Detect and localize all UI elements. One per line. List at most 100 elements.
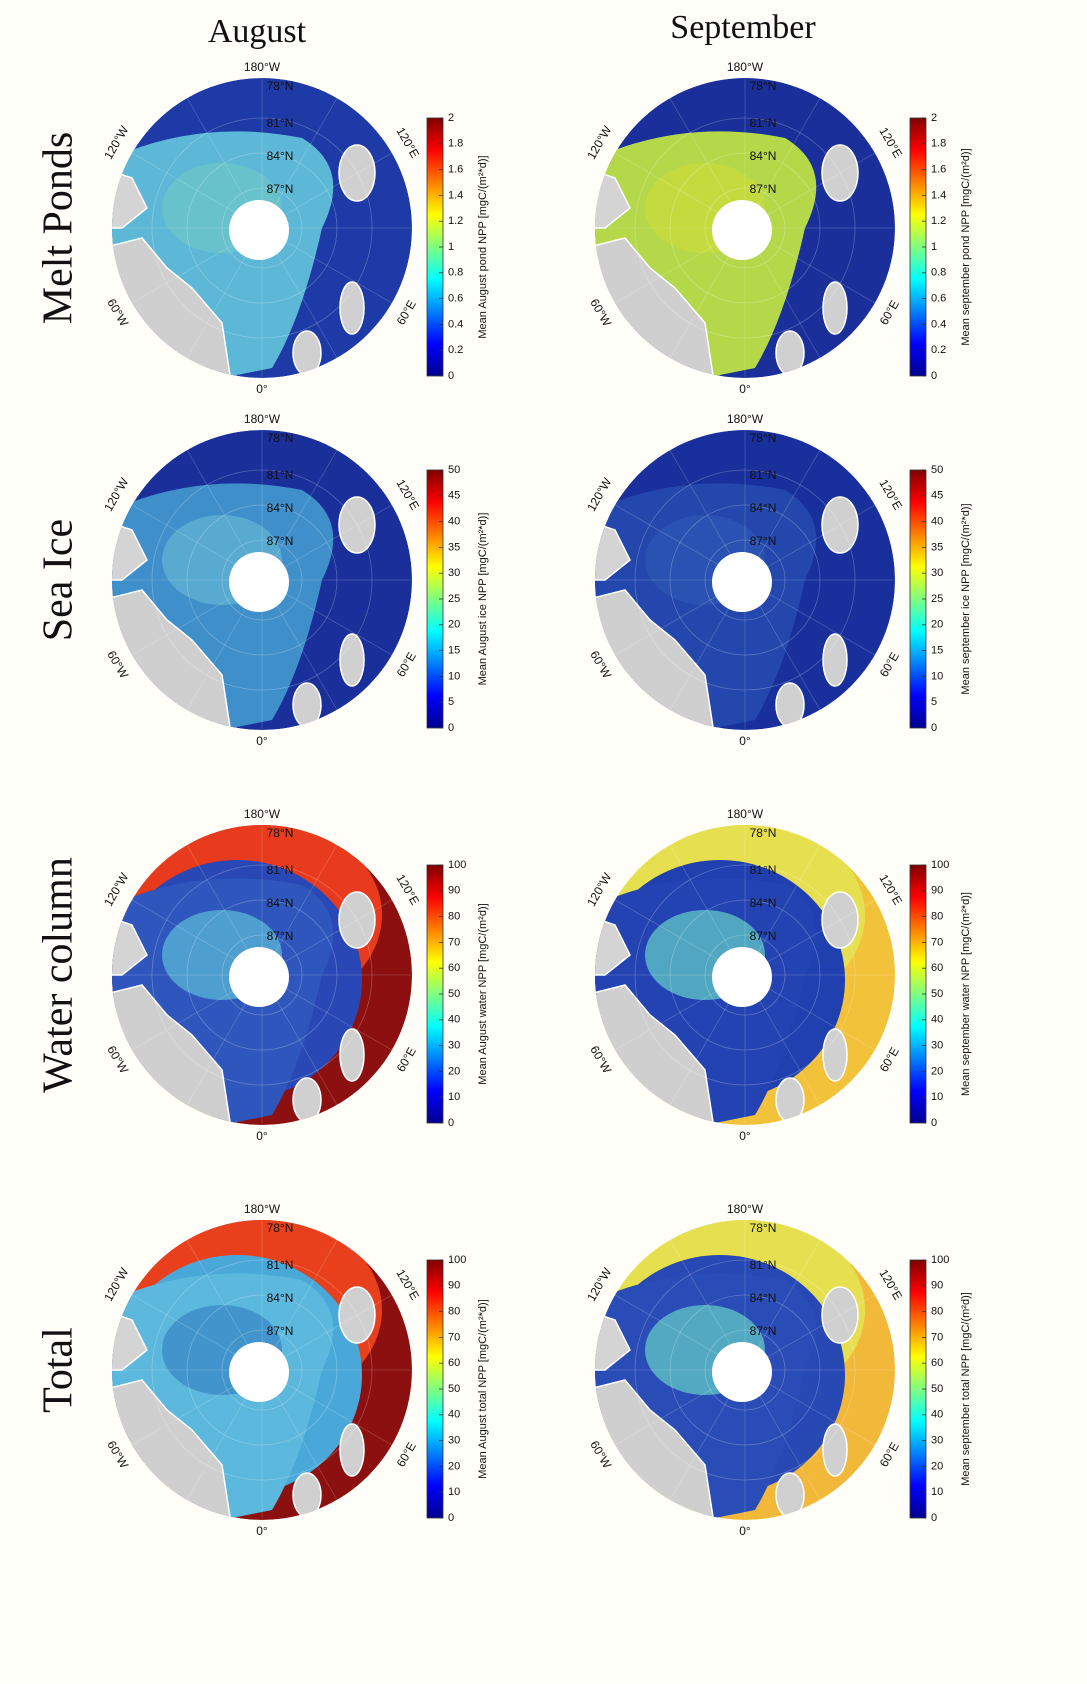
- colorbar-tick-label: 0.8: [931, 267, 946, 279]
- longitude-label: 120°E: [876, 125, 905, 160]
- colorbar-tick-label: 30: [448, 1040, 460, 1052]
- colorbar-tick-label: 1.2: [448, 215, 463, 227]
- colorbar-tick-label: 35: [448, 541, 460, 553]
- colorbar-label: Mean september total NPP [mgC/(m²d)]: [960, 1292, 972, 1486]
- latitude-label: 78°N: [750, 1221, 777, 1235]
- latitude-label: 84°N: [750, 1291, 777, 1305]
- colorbar-tick-label: 0: [448, 370, 454, 382]
- island: [340, 1424, 364, 1476]
- longitude-label: 60°E: [877, 1440, 902, 1470]
- colorbar-tick-label: 1.4: [448, 189, 463, 201]
- latitude-label: 87°N: [267, 182, 294, 196]
- colorbar-tick-label: 20: [448, 1460, 460, 1472]
- longitude-label: 180°W: [727, 60, 764, 74]
- longitude-label: 180°W: [244, 412, 281, 426]
- colorbar-tick-label: 50: [931, 988, 943, 1000]
- colorbar-tick-label: 80: [931, 911, 943, 923]
- colorbar-tick-label: 10: [931, 1486, 943, 1498]
- latitude-label: 87°N: [750, 929, 777, 943]
- longitude-label: 60°W: [587, 1043, 614, 1076]
- pole-hole: [712, 552, 772, 612]
- colorbar-tick-label: 30: [931, 567, 943, 579]
- longitude-label: 120°E: [876, 872, 905, 907]
- longitude-label: 120°E: [393, 872, 422, 907]
- colorbar-tick-label: 1: [448, 241, 454, 253]
- colorbar-label: Mean september water NPP [mgC/(m²*d)]: [960, 892, 972, 1096]
- column-title: September: [670, 9, 816, 46]
- colorbar-tick-label: 100: [448, 1254, 466, 1266]
- latitude-label: 84°N: [267, 149, 294, 163]
- longitude-label: 0°: [256, 1524, 268, 1538]
- colorbar-tick-label: 20: [931, 1460, 943, 1472]
- colorbar-tick-label: 70: [931, 1331, 943, 1343]
- latitude-label: 81°N: [267, 863, 294, 877]
- colorbar-tick-label: 1.6: [448, 164, 463, 176]
- latitude-label: 84°N: [750, 896, 777, 910]
- longitude-label: 60°W: [104, 296, 131, 329]
- island: [293, 331, 321, 375]
- colorbar-tick-label: 50: [448, 1383, 460, 1395]
- colorbar-tick-label: 60: [448, 962, 460, 974]
- latitude-label: 81°N: [750, 116, 777, 130]
- colorbar-label: Mean september pond NPP [mgC/(m²d)]: [960, 148, 972, 345]
- colorbar-tick-label: 20: [448, 1065, 460, 1077]
- longitude-label: 180°W: [727, 1202, 764, 1216]
- latitude-label: 84°N: [267, 896, 294, 910]
- island: [340, 282, 364, 334]
- colorbar-tick-label: 20: [448, 619, 460, 631]
- longitude-label: 60°E: [394, 298, 419, 328]
- colorbar-tick-label: 100: [931, 1254, 949, 1266]
- island: [776, 1473, 804, 1517]
- colorbar-tick-label: 10: [931, 1091, 943, 1103]
- longitude-label: 120°E: [393, 125, 422, 160]
- colorbar-tick-label: 5: [448, 696, 454, 708]
- row-label: Total: [36, 1327, 82, 1413]
- colorbar-tick-label: 50: [448, 988, 460, 1000]
- colorbar-tick-label: 80: [931, 1306, 943, 1318]
- colorbar-tick-label: 0: [448, 1512, 454, 1524]
- colorbar-tick-label: 90: [448, 885, 460, 897]
- colorbar-tick-label: 0: [448, 722, 454, 734]
- colorbar-tick-label: 40: [931, 1014, 943, 1026]
- island: [823, 634, 847, 686]
- colorbar-label: Mean september ice NPP [mgC/(m²*d)]: [960, 503, 972, 694]
- longitude-label: 120°W: [101, 1265, 132, 1304]
- colorbar-tick-label: 70: [448, 1331, 460, 1343]
- colorbar-tick-label: 1.6: [931, 164, 946, 176]
- latitude-label: 87°N: [750, 182, 777, 196]
- island: [293, 683, 321, 727]
- colorbar-tick-label: 100: [931, 859, 949, 871]
- longitude-label: 120°E: [876, 477, 905, 512]
- colorbar-tick-label: 1.4: [931, 189, 946, 201]
- latitude-label: 87°N: [267, 1324, 294, 1338]
- colorbar-tick-label: 5: [931, 696, 937, 708]
- colorbar-tick-label: 70: [931, 936, 943, 948]
- longitude-label: 60°W: [104, 1438, 131, 1471]
- longitude-label: 60°W: [587, 648, 614, 681]
- colorbar-tick-label: 50: [448, 464, 460, 476]
- longitude-label: 60°E: [394, 1440, 419, 1470]
- colorbar-tick-label: 35: [931, 541, 943, 553]
- longitude-label: 60°W: [587, 1438, 614, 1471]
- island: [776, 683, 804, 727]
- longitude-label: 60°W: [587, 296, 614, 329]
- island: [340, 634, 364, 686]
- colorbar-tick-label: 0.4: [931, 318, 946, 330]
- latitude-label: 87°N: [750, 534, 777, 548]
- longitude-label: 60°E: [877, 298, 902, 328]
- island: [776, 1078, 804, 1122]
- latitude-label: 84°N: [267, 501, 294, 515]
- colorbar-tick-label: 80: [448, 1306, 460, 1318]
- colorbar-tick-label: 70: [448, 936, 460, 948]
- column-title: August: [208, 13, 307, 50]
- colorbar-tick-label: 15: [448, 645, 460, 657]
- longitude-label: 0°: [256, 1129, 268, 1143]
- island: [293, 1473, 321, 1517]
- longitude-label: 120°W: [101, 123, 132, 162]
- latitude-label: 81°N: [267, 1258, 294, 1272]
- colorbar-tick-label: 0.4: [448, 318, 463, 330]
- latitude-label: 78°N: [750, 79, 777, 93]
- longitude-label: 120°W: [584, 870, 615, 909]
- latitude-label: 81°N: [267, 468, 294, 482]
- longitude-label: 0°: [739, 382, 751, 396]
